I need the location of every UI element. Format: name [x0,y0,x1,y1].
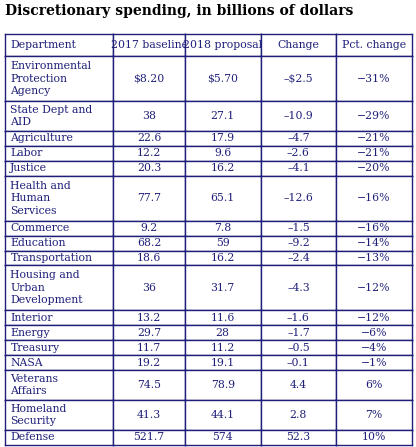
Text: 9.2: 9.2 [141,223,158,233]
Text: State Dept and
AID: State Dept and AID [10,105,93,127]
Text: Labor: Labor [10,148,43,158]
Text: Justice: Justice [10,163,47,173]
Text: 6%: 6% [365,380,383,390]
Text: 17.9: 17.9 [210,134,235,143]
Text: 7%: 7% [365,410,383,420]
Text: 7.8: 7.8 [214,223,231,233]
Text: −21%: −21% [357,134,391,143]
Text: 2017 baseline: 2017 baseline [111,40,188,50]
Text: 11.7: 11.7 [137,343,161,353]
Text: $5.70: $5.70 [207,74,238,84]
Text: 74.5: 74.5 [137,380,161,390]
Text: –2.4: –2.4 [287,253,310,263]
Text: Health and
Human
Services: Health and Human Services [10,181,71,215]
Text: 19.2: 19.2 [137,358,161,367]
Text: Energy: Energy [10,328,50,337]
Text: –9.2: –9.2 [287,238,310,248]
Text: 22.6: 22.6 [137,134,161,143]
Text: Department: Department [10,40,76,50]
Text: Pct. change: Pct. change [342,40,406,50]
Text: 38: 38 [142,111,156,121]
Text: −12%: −12% [357,313,391,323]
Text: 44.1: 44.1 [210,410,235,420]
Text: 13.2: 13.2 [137,313,161,323]
Text: Transportation: Transportation [10,253,92,263]
Text: –4.1: –4.1 [287,163,310,173]
Text: −14%: −14% [357,238,391,248]
Text: 2.8: 2.8 [290,410,307,420]
Text: 36: 36 [142,283,156,293]
Text: 27.1: 27.1 [210,111,235,121]
Text: −6%: −6% [361,328,387,337]
Text: Housing and
Urban
Development: Housing and Urban Development [10,270,83,305]
Text: −31%: −31% [357,74,391,84]
Text: Treasury: Treasury [10,343,59,353]
Text: 68.2: 68.2 [137,238,161,248]
Text: Education: Education [10,238,66,248]
Text: Change: Change [277,40,319,50]
Text: 16.2: 16.2 [210,253,235,263]
Text: Commerce: Commerce [10,223,69,233]
Text: −4%: −4% [361,343,387,353]
Text: 2018 proposal: 2018 proposal [183,40,262,50]
Text: –4.3: –4.3 [287,283,310,293]
Text: Interior: Interior [10,313,53,323]
Text: –$2.5: –$2.5 [284,74,313,84]
Text: Agriculture: Agriculture [10,134,73,143]
Text: 574: 574 [213,432,233,442]
Text: 16.2: 16.2 [210,163,235,173]
Text: –10.9: –10.9 [284,111,313,121]
Text: Homeland
Security: Homeland Security [10,404,67,426]
Text: 19.1: 19.1 [210,358,235,367]
Text: –2.6: –2.6 [287,148,310,158]
Text: Defense: Defense [10,432,55,442]
Text: 10%: 10% [362,432,386,442]
Text: 20.3: 20.3 [137,163,161,173]
Text: 11.2: 11.2 [210,343,235,353]
Text: –1.6: –1.6 [287,313,310,323]
Text: 4.4: 4.4 [290,380,307,390]
Text: Discretionary spending, in billions of dollars: Discretionary spending, in billions of d… [5,4,353,17]
Text: Environmental
Protection
Agency: Environmental Protection Agency [10,61,92,96]
Text: Veterans
Affairs: Veterans Affairs [10,374,58,396]
Text: −12%: −12% [357,283,391,293]
Text: 11.6: 11.6 [210,313,235,323]
Text: 12.2: 12.2 [137,148,161,158]
Text: −1%: −1% [361,358,387,367]
Text: –1.5: –1.5 [287,223,310,233]
Text: 65.1: 65.1 [210,193,235,203]
Text: −13%: −13% [357,253,391,263]
Text: 521.7: 521.7 [134,432,165,442]
Text: 78.9: 78.9 [210,380,235,390]
Text: 31.7: 31.7 [210,283,235,293]
Text: –0.1: –0.1 [287,358,310,367]
Text: 29.7: 29.7 [137,328,161,337]
Text: −21%: −21% [357,148,391,158]
Text: $8.20: $8.20 [134,74,165,84]
Text: –4.7: –4.7 [287,134,310,143]
Text: −16%: −16% [357,193,391,203]
Text: 9.6: 9.6 [214,148,231,158]
Text: 28: 28 [216,328,230,337]
Text: –1.7: –1.7 [287,328,310,337]
Text: –12.6: –12.6 [283,193,313,203]
Text: −20%: −20% [357,163,391,173]
Text: NASA: NASA [10,358,43,367]
Text: −16%: −16% [357,223,391,233]
Text: 77.7: 77.7 [137,193,161,203]
Text: 52.3: 52.3 [286,432,310,442]
Text: −29%: −29% [357,111,391,121]
Text: 59: 59 [216,238,230,248]
Text: 41.3: 41.3 [137,410,161,420]
Text: 18.6: 18.6 [137,253,161,263]
Text: –0.5: –0.5 [287,343,310,353]
